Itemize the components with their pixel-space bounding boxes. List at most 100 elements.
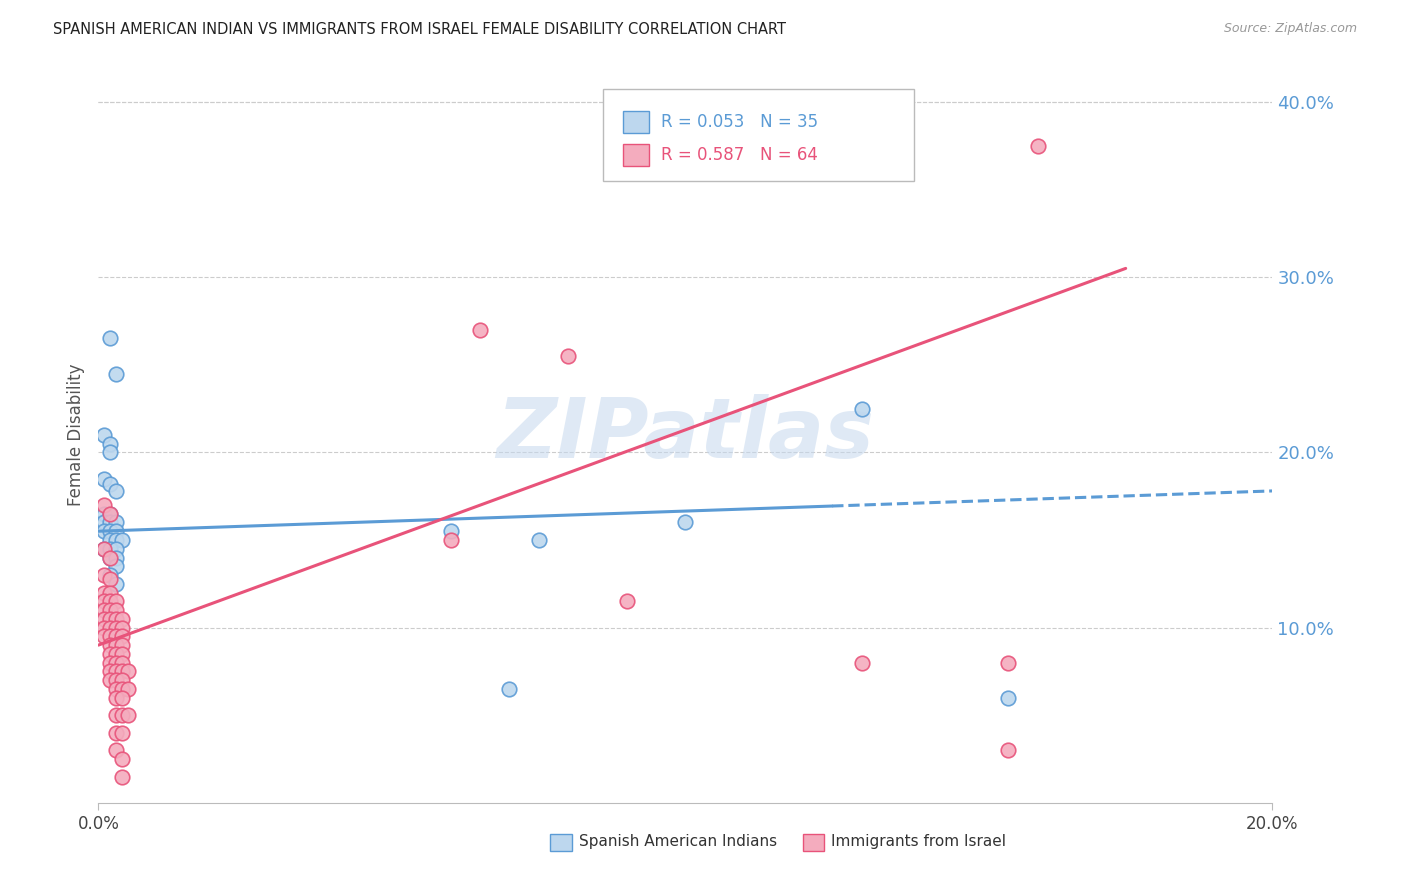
Point xyxy=(98,445,121,459)
Point xyxy=(498,681,520,696)
Point xyxy=(111,673,134,687)
Bar xyxy=(803,834,824,851)
Point xyxy=(93,427,115,442)
Point xyxy=(117,681,139,696)
Point xyxy=(675,516,697,530)
Point xyxy=(105,533,128,547)
Point xyxy=(98,673,121,687)
Point xyxy=(851,401,873,416)
Point xyxy=(93,594,115,608)
Point xyxy=(98,621,121,635)
Point xyxy=(111,708,134,723)
Bar xyxy=(550,834,572,851)
Point xyxy=(105,550,128,565)
Point xyxy=(105,743,128,757)
Point xyxy=(111,770,134,784)
Point xyxy=(105,541,128,556)
Point xyxy=(105,656,128,670)
Point xyxy=(93,507,115,521)
Point xyxy=(93,621,115,635)
Point xyxy=(93,516,115,530)
Point xyxy=(98,585,121,599)
Point xyxy=(98,550,121,565)
Point xyxy=(111,629,134,643)
Point xyxy=(98,516,121,530)
Point xyxy=(98,612,121,626)
Point xyxy=(98,550,121,565)
Point xyxy=(105,516,128,530)
Point xyxy=(997,743,1019,757)
Point xyxy=(98,603,121,617)
Point xyxy=(98,656,121,670)
Point xyxy=(111,638,134,652)
Point xyxy=(997,690,1019,705)
Point xyxy=(557,349,579,363)
Text: Spanish American Indians: Spanish American Indians xyxy=(579,834,776,849)
Text: SPANISH AMERICAN INDIAN VS IMMIGRANTS FROM ISRAEL FEMALE DISABILITY CORRELATION : SPANISH AMERICAN INDIAN VS IMMIGRANTS FR… xyxy=(53,22,786,37)
Point xyxy=(93,568,115,582)
Point xyxy=(111,647,134,661)
Point xyxy=(111,656,134,670)
Point xyxy=(851,656,873,670)
Point xyxy=(98,476,121,491)
Point xyxy=(105,483,128,498)
Point xyxy=(93,612,115,626)
Point xyxy=(111,752,134,766)
Point xyxy=(98,594,121,608)
Text: Immigrants from Israel: Immigrants from Israel xyxy=(831,834,1007,849)
Point xyxy=(105,638,128,652)
Bar xyxy=(623,145,650,166)
Point xyxy=(93,629,115,643)
Point xyxy=(105,603,128,617)
Point xyxy=(117,665,139,679)
Point xyxy=(111,681,134,696)
Point xyxy=(105,690,128,705)
Point xyxy=(93,524,115,539)
Point xyxy=(98,638,121,652)
Point xyxy=(117,708,139,723)
Point xyxy=(105,725,128,739)
Point xyxy=(111,533,134,547)
Point xyxy=(98,533,121,547)
Point xyxy=(98,647,121,661)
Point xyxy=(111,665,134,679)
Point xyxy=(98,572,121,586)
Text: Source: ZipAtlas.com: Source: ZipAtlas.com xyxy=(1223,22,1357,36)
Point xyxy=(98,524,121,539)
FancyBboxPatch shape xyxy=(603,89,914,181)
Bar xyxy=(623,112,650,133)
Point xyxy=(105,629,128,643)
Point xyxy=(93,541,115,556)
Point xyxy=(98,568,121,582)
Point xyxy=(105,524,128,539)
Point xyxy=(105,594,128,608)
Point xyxy=(105,621,128,635)
Point xyxy=(98,331,121,345)
Point xyxy=(98,507,121,521)
Y-axis label: Female Disability: Female Disability xyxy=(66,364,84,506)
Point xyxy=(93,585,115,599)
Point xyxy=(105,665,128,679)
Point xyxy=(111,725,134,739)
Point xyxy=(105,656,128,670)
Point xyxy=(997,656,1019,670)
Point xyxy=(98,541,121,556)
Point xyxy=(105,708,128,723)
Point xyxy=(105,559,128,574)
Point xyxy=(616,594,638,608)
Point xyxy=(439,533,461,547)
Point xyxy=(105,612,128,626)
Text: R = 0.053   N = 35: R = 0.053 N = 35 xyxy=(661,113,818,131)
Point xyxy=(93,472,115,486)
Point xyxy=(93,541,115,556)
Point xyxy=(105,673,128,687)
Point xyxy=(93,603,115,617)
Point xyxy=(105,681,128,696)
Point xyxy=(98,629,121,643)
Point xyxy=(98,436,121,450)
Text: ZIPatlas: ZIPatlas xyxy=(496,394,875,475)
Point xyxy=(111,612,134,626)
Text: R = 0.587   N = 64: R = 0.587 N = 64 xyxy=(661,146,818,164)
Point xyxy=(105,576,128,591)
Point xyxy=(111,690,134,705)
